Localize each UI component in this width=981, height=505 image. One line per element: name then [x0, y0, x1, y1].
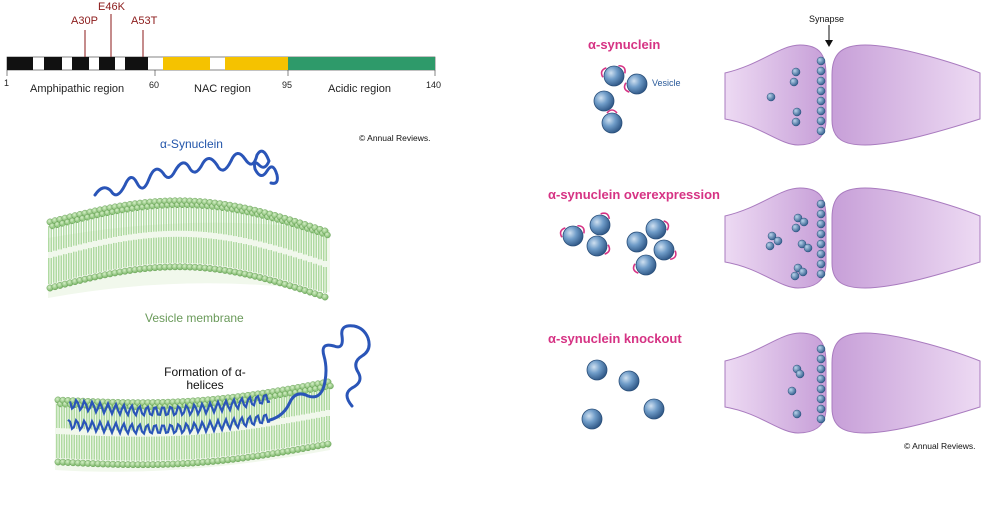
- alpha-synuclein-tail: [268, 324, 371, 422]
- lipid-bilayer-bottom: [54, 378, 334, 469]
- vesicle-label: Vesicle: [652, 78, 681, 88]
- mutation-label-a30p: A30P: [71, 15, 98, 27]
- panel-title-knockout: α-synuclein knockout: [548, 331, 682, 346]
- panel-title-overexpression: α-synuclein overexpression: [548, 187, 721, 202]
- lipid-bilayer-top: [46, 197, 331, 301]
- vesicle-membrane-label: Vesicle membrane: [145, 311, 244, 325]
- position-label-95: 95: [282, 80, 293, 90]
- nac-region-bar: [163, 57, 288, 70]
- position-label-60: 60: [149, 80, 160, 90]
- mutation-label-a53t: A53T: [131, 15, 158, 27]
- alpha-helix: [67, 393, 271, 437]
- synapse-label: Synapse: [809, 14, 845, 24]
- position-label-140: 140: [426, 80, 442, 90]
- copyright-right: © Annual Reviews.: [904, 441, 976, 451]
- panel-title-normal: α-synuclein: [588, 37, 661, 52]
- synapse-arrowhead: [825, 40, 833, 47]
- region-label-amphipathic: Amphipathic region: [30, 83, 125, 95]
- alpha-synuclein-label: α-Synuclein: [160, 137, 223, 151]
- region-label-nac: NAC region: [194, 83, 251, 95]
- mutation-label-e46k: E46K: [98, 1, 125, 13]
- helix-formation-label: Formation of α-helices: [164, 365, 246, 392]
- membrane-top: [46, 197, 331, 301]
- position-label-1: 1: [4, 78, 10, 88]
- acidic-region-bar: [288, 57, 435, 70]
- copyright-left: © Annual Reviews.: [359, 133, 431, 143]
- free-vesicles: [559, 64, 677, 430]
- amphipathic-region-bar: [7, 57, 148, 70]
- alpha-synuclein-unfolded: [93, 149, 279, 197]
- region-label-acidic: Acidic region: [328, 83, 391, 95]
- synapse-neurons: [724, 44, 981, 434]
- domain-bar: [6, 14, 436, 76]
